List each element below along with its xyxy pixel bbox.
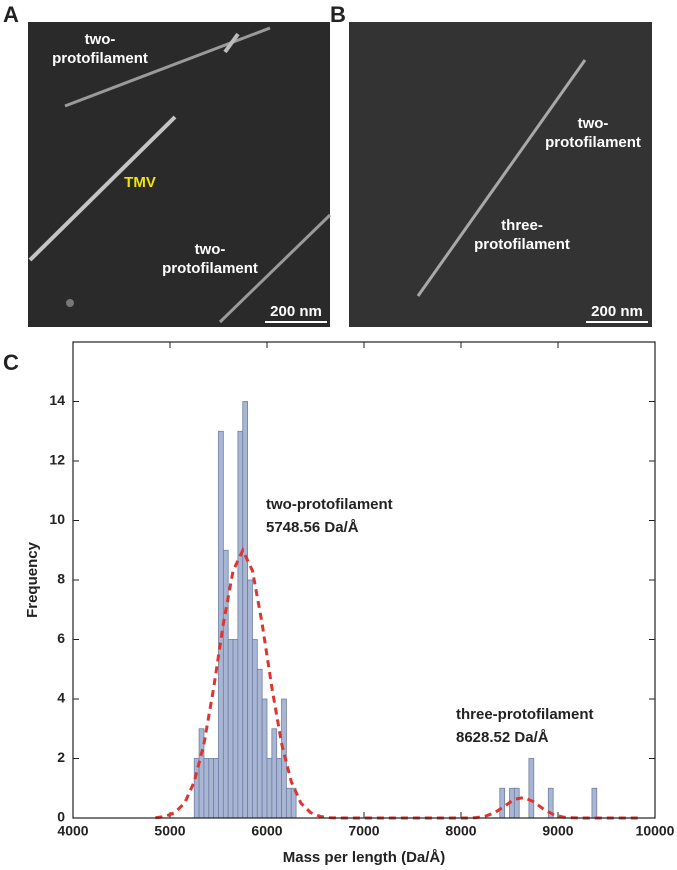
bar: [528, 758, 535, 819]
bar: [247, 579, 253, 819]
y-axis-label: Frequency: [24, 541, 41, 618]
bar: [237, 430, 244, 819]
x-tick-label: 10000: [636, 823, 675, 839]
y-tick-label: 6: [57, 630, 65, 646]
bar: [208, 758, 215, 819]
x-axis-label: Mass per length (Da/Å): [283, 849, 446, 866]
annotation: 8628.52 Da/Å: [456, 729, 549, 746]
bar: [213, 758, 219, 819]
bar: [513, 787, 520, 819]
x-tick-label: 8000: [445, 823, 476, 839]
annotation: 5748.56 Da/Å: [266, 519, 359, 536]
annotation: two-: [578, 115, 609, 132]
bar: [499, 787, 506, 819]
y-tick-label: 12: [49, 452, 65, 468]
bar: [242, 401, 248, 819]
bar: [252, 639, 258, 819]
y-tick-label: 10: [49, 511, 65, 527]
x-tick-label: 9000: [542, 823, 573, 839]
bar: [591, 787, 598, 819]
micrograph-a: [28, 22, 332, 327]
panel-label: B: [330, 2, 346, 27]
y-tick-label: 14: [49, 392, 65, 408]
bar: [256, 668, 263, 819]
bar: [227, 639, 234, 819]
annotation: protofilament: [545, 134, 641, 151]
bar: [232, 639, 239, 819]
annotation: two-: [195, 241, 226, 258]
bar: [266, 758, 273, 819]
scale-bar-label: 200 nm: [270, 303, 322, 320]
bar: [271, 728, 278, 819]
annotation: protofilament: [52, 50, 148, 67]
x-tick-label: 7000: [348, 823, 379, 839]
annotation: TMV: [124, 174, 156, 191]
y-tick-label: 0: [57, 809, 65, 825]
annotation: two-: [85, 31, 116, 48]
x-tick-label: 6000: [251, 823, 282, 839]
annotation: two-protofilament: [266, 496, 393, 513]
annotation: three-protofilament: [456, 706, 594, 723]
bar: [261, 698, 268, 819]
bar: [222, 549, 229, 819]
y-tick-label: 4: [57, 690, 65, 706]
annotation: protofilament: [162, 260, 258, 277]
y-tick-label: 2: [57, 749, 65, 765]
annotation: three-: [501, 217, 543, 234]
panel-label: C: [3, 350, 19, 375]
annotation: protofilament: [474, 236, 570, 253]
scale-bar-label: 200 nm: [591, 303, 643, 320]
micrograph-b: [349, 22, 652, 327]
bar: [285, 787, 292, 819]
bar: [203, 758, 210, 819]
bar: [276, 758, 282, 819]
plot-frame: [72, 341, 656, 819]
panel-label: A: [3, 2, 19, 27]
x-tick-label: 4000: [57, 823, 88, 839]
x-tick-label: 5000: [154, 823, 185, 839]
fit-curve: [155, 546, 641, 820]
y-tick-label: 8: [57, 571, 65, 587]
